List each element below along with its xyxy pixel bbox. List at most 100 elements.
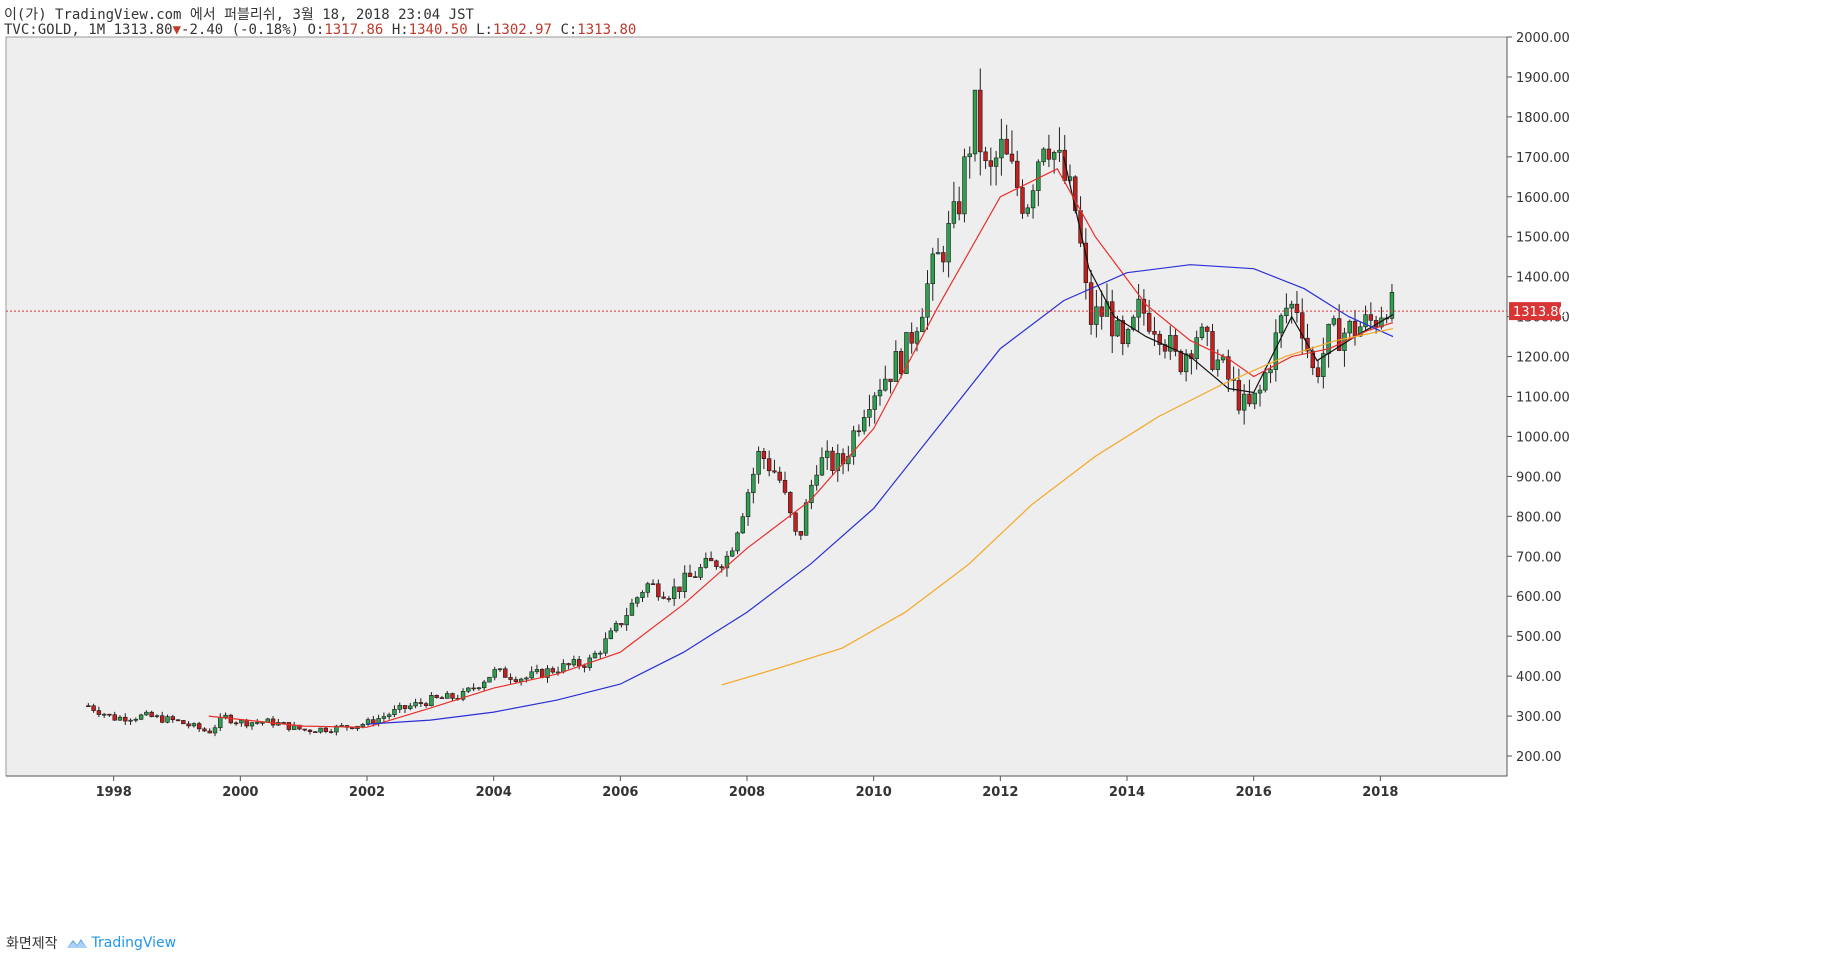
candle-body [1183, 353, 1189, 373]
candle-body [576, 659, 582, 667]
candle-body [1046, 148, 1052, 160]
candle-body [1331, 318, 1337, 325]
candle-body [1178, 351, 1184, 373]
y-tick-label: 1700.00 [1516, 151, 1570, 166]
moving-average-line [366, 264, 1394, 725]
candle-body [1115, 320, 1120, 337]
candle-body [1020, 187, 1025, 214]
candle-body [941, 252, 946, 263]
brand-text: TradingView [91, 935, 177, 951]
plot-area [5, 36, 1508, 777]
x-tick-label: 2002 [349, 785, 385, 800]
close-value: 1313.80 [577, 22, 637, 38]
x-tick-label: 1998 [96, 785, 132, 800]
candle-body [91, 705, 96, 711]
candle-body [86, 705, 91, 707]
candle-body [598, 652, 603, 655]
candle-body [571, 659, 577, 666]
candle-body [1041, 148, 1046, 163]
candle-body [777, 471, 782, 481]
candle-body [418, 702, 424, 704]
candle-body [656, 583, 661, 598]
candle-body [466, 687, 471, 692]
published-text: 이(가) TradingView.com 에서 퍼블리쉬, 3월 18, 201… [4, 7, 474, 23]
last-price: 1313.80 [113, 22, 173, 38]
candle-body [1300, 312, 1305, 339]
published-line: 이(가) TradingView.com 에서 퍼블리쉬, 3월 18, 201… [4, 4, 474, 24]
candle-body [967, 153, 972, 158]
candle-body [920, 316, 925, 332]
candle-body [613, 623, 619, 632]
candle-body [524, 677, 529, 680]
y-tick-label: 1500.00 [1516, 231, 1570, 246]
candle-body [392, 709, 397, 716]
candle-body [751, 473, 756, 493]
candle-body [508, 677, 513, 680]
candle-body [1009, 153, 1015, 162]
candle-body [1051, 152, 1057, 160]
candle-body [714, 560, 719, 567]
candle-body [635, 597, 640, 604]
y-tick-label: 1600.00 [1516, 191, 1570, 206]
candle-body [239, 719, 244, 724]
candle-body [1347, 320, 1352, 334]
candle-body [286, 722, 292, 730]
candle-body [540, 669, 545, 678]
candle-body [513, 679, 519, 682]
candle-body [782, 479, 788, 493]
candle-body [809, 484, 814, 504]
candle-body [698, 567, 703, 578]
candle-body [1247, 393, 1252, 405]
candle-body [978, 89, 983, 153]
tradingview-brand[interactable]: TradingView [66, 935, 177, 951]
candle-body [793, 512, 798, 532]
candle-body [471, 687, 476, 690]
candle-body [888, 378, 893, 382]
candle-body [851, 430, 856, 457]
candle-body [191, 723, 197, 727]
candle-body [328, 731, 334, 733]
tradingview-logo-icon [66, 939, 87, 948]
candle-body [914, 331, 920, 344]
candle-body [1236, 380, 1242, 411]
candle-body [830, 450, 835, 472]
candle-body [925, 283, 930, 318]
y-tick-label: 200.00 [1516, 750, 1562, 765]
candle-body [186, 723, 191, 727]
candle-body [761, 451, 767, 459]
candle-body [1278, 315, 1284, 334]
candle-body [640, 592, 645, 598]
candle-body [1336, 318, 1342, 351]
moving-average-line [208, 168, 1394, 728]
candle-body [1294, 303, 1300, 313]
x-tick-label: 2014 [1109, 785, 1145, 800]
y-tick-label: 1000.00 [1516, 430, 1570, 445]
y-tick-label: 900.00 [1516, 470, 1562, 485]
candle-body [814, 474, 819, 486]
candle-body [1226, 356, 1231, 380]
candle-body [534, 669, 540, 673]
candle-body [1389, 292, 1395, 319]
candle-body [196, 723, 202, 730]
symbol-label[interactable]: TVC:GOLD, 1M [4, 22, 106, 38]
candle-body [133, 718, 139, 721]
candle-body [545, 668, 550, 678]
candle-body [735, 532, 740, 552]
candle-body [745, 492, 751, 518]
candle-body [360, 724, 365, 727]
candle-body [1268, 369, 1273, 374]
candle-body [313, 731, 318, 733]
candle-body [988, 160, 994, 167]
candle-body [740, 516, 745, 534]
y-tick-label: 500.00 [1516, 630, 1562, 645]
candle-body [318, 727, 323, 733]
candle-body [1062, 149, 1067, 181]
candle-body [650, 583, 656, 586]
candles [86, 68, 1395, 737]
candle-body [730, 550, 735, 557]
candle-body [160, 715, 165, 723]
candle-body [397, 705, 402, 710]
candle-body [930, 253, 935, 285]
candle-body [117, 716, 123, 721]
